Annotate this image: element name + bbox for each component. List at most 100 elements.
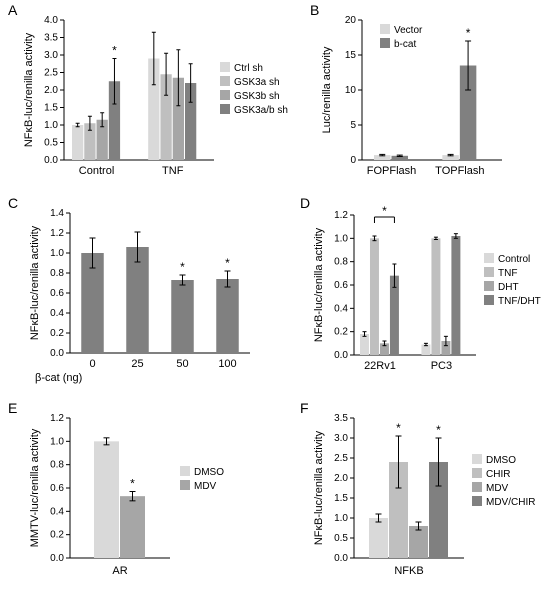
svg-text:22Rv1: 22Rv1 xyxy=(364,360,396,372)
svg-text:3.5: 3.5 xyxy=(44,33,58,44)
svg-text:DHT: DHT xyxy=(498,282,519,293)
svg-text:1.0: 1.0 xyxy=(44,120,58,131)
svg-text:0.5: 0.5 xyxy=(44,138,58,149)
svg-text:0.8: 0.8 xyxy=(334,257,348,268)
svg-text:10: 10 xyxy=(345,85,357,96)
svg-text:0.4: 0.4 xyxy=(50,308,64,319)
svg-text:*: * xyxy=(112,44,117,58)
svg-text:*: * xyxy=(436,423,441,437)
svg-text:b-cat: b-cat xyxy=(394,39,416,50)
svg-text:MMTV-luc/renilla activity: MMTV-luc/renilla activity xyxy=(29,428,41,547)
svg-text:AR: AR xyxy=(112,565,127,577)
svg-text:50: 50 xyxy=(176,358,188,370)
svg-text:MDV: MDV xyxy=(486,483,509,494)
svg-text:TOPFlash: TOPFlash xyxy=(435,165,484,177)
svg-text:1.5: 1.5 xyxy=(334,493,348,504)
svg-text:0.0: 0.0 xyxy=(334,350,348,361)
figure: A 0.0 0.5 1.0 1.5 2.0 2.5 3.0 3.5 4.0 NFκB-luc/re… xyxy=(0,0,550,599)
svg-text:*: * xyxy=(180,260,185,274)
svg-text:NFκB-luc/renilla activity: NFκB-luc/renilla activity xyxy=(29,225,41,340)
svg-text:20: 20 xyxy=(345,15,357,26)
svg-text:2.5: 2.5 xyxy=(334,453,348,464)
svg-text:1.4: 1.4 xyxy=(50,208,64,219)
svg-text:0.5: 0.5 xyxy=(334,533,348,544)
svg-text:1.0: 1.0 xyxy=(50,248,64,259)
svg-text:0.6: 0.6 xyxy=(334,280,348,291)
svg-text:*: * xyxy=(396,421,401,435)
svg-text:0.2: 0.2 xyxy=(334,327,348,338)
svg-text:NFκB-luc/renilla activity: NFκB-luc/renilla activity xyxy=(313,227,325,342)
panel-d-chart: 0.0 0.2 0.4 0.6 0.8 1.0 1.2 NFκB-luc/renilla ac… xyxy=(310,205,545,390)
svg-text:DMSO: DMSO xyxy=(194,467,224,478)
panel-c-label: C xyxy=(8,195,18,211)
svg-text:3.5: 3.5 xyxy=(334,413,348,424)
svg-text:0.2: 0.2 xyxy=(50,328,64,339)
svg-text:2.0: 2.0 xyxy=(44,85,58,96)
svg-text:0.4: 0.4 xyxy=(50,506,64,517)
svg-text:2.5: 2.5 xyxy=(44,68,58,79)
svg-text:4.0: 4.0 xyxy=(44,15,58,26)
svg-text:0: 0 xyxy=(350,155,356,166)
svg-text:15: 15 xyxy=(345,50,357,61)
svg-text:1.2: 1.2 xyxy=(50,413,64,424)
panel-a-label: A xyxy=(8,2,17,18)
svg-text:0.4: 0.4 xyxy=(334,303,348,314)
svg-text:25: 25 xyxy=(131,358,143,370)
panel-f-chart: 0.0 0.5 1.0 1.5 2.0 2.5 3.0 3.5 NFκB-luc/renilla… xyxy=(310,410,545,595)
svg-text:TNF: TNF xyxy=(162,165,184,177)
panel-a-chart: 0.0 0.5 1.0 1.5 2.0 2.5 3.0 3.5 4.0 NFκB-luc/reni… xyxy=(20,12,300,187)
svg-text:1.2: 1.2 xyxy=(334,210,348,221)
svg-text:0.2: 0.2 xyxy=(50,530,64,541)
svg-text:TNF: TNF xyxy=(498,268,517,279)
svg-text:DMSO: DMSO xyxy=(486,455,516,466)
svg-text:1.0: 1.0 xyxy=(334,513,348,524)
panel-f-label: F xyxy=(300,400,309,416)
svg-text:Control: Control xyxy=(79,165,114,177)
svg-text:0.0: 0.0 xyxy=(334,553,348,564)
svg-text:Ctrl sh: Ctrl sh xyxy=(234,63,263,74)
svg-text:3.0: 3.0 xyxy=(44,50,58,61)
svg-text:GSK3a/b sh: GSK3a/b sh xyxy=(234,105,288,116)
svg-text:0.6: 0.6 xyxy=(50,288,64,299)
svg-text:2.0: 2.0 xyxy=(334,473,348,484)
svg-text:Luc/renilla activity: Luc/renilla activity xyxy=(321,46,333,133)
panel-d-label: D xyxy=(300,195,310,211)
svg-text:*: * xyxy=(225,256,230,270)
svg-text:GSK3a sh: GSK3a sh xyxy=(234,77,280,88)
svg-text:0: 0 xyxy=(89,358,95,370)
svg-text:0.6: 0.6 xyxy=(50,483,64,494)
panel-b-label: B xyxy=(310,2,319,18)
svg-text:100: 100 xyxy=(218,358,236,370)
svg-text:FOPFlash: FOPFlash xyxy=(367,165,417,177)
svg-text:0.0: 0.0 xyxy=(44,155,58,166)
svg-text:PC3: PC3 xyxy=(431,360,452,372)
svg-text:β-cat (ng): β-cat (ng) xyxy=(35,372,82,384)
svg-text:Vector: Vector xyxy=(394,25,423,36)
svg-text:NFκB-luc/renilla activity: NFκB-luc/renilla activity xyxy=(23,32,35,147)
svg-text:MDV: MDV xyxy=(194,481,217,492)
panel-e-label: E xyxy=(8,400,17,416)
svg-text:0.8: 0.8 xyxy=(50,460,64,471)
svg-text:3.0: 3.0 xyxy=(334,433,348,444)
svg-text:NFκB-luc/renilla activity: NFκB-luc/renilla activity xyxy=(313,430,325,545)
svg-text:1.5: 1.5 xyxy=(44,103,58,114)
svg-text:MDV/CHIR: MDV/CHIR xyxy=(486,497,535,508)
svg-text:0.0: 0.0 xyxy=(50,553,64,564)
svg-text:CHIR: CHIR xyxy=(486,469,510,480)
panel-e-chart: 0.0 0.2 0.4 0.6 0.8 1.0 1.2 MMTV-luc/renilla ac… xyxy=(20,410,280,595)
svg-text:GSK3b sh: GSK3b sh xyxy=(234,91,280,102)
svg-text:*: * xyxy=(466,26,471,40)
svg-text:1.2: 1.2 xyxy=(50,228,64,239)
svg-text:1.0: 1.0 xyxy=(334,233,348,244)
svg-text:*: * xyxy=(382,205,387,218)
svg-text:*: * xyxy=(130,477,135,491)
svg-text:Control: Control xyxy=(498,254,530,265)
panel-c-chart: 0.0 0.2 0.4 0.6 0.8 1.0 1.2 1.4 NFκB-luc/renilla… xyxy=(20,205,280,390)
panel-b-chart: 0 5 10 15 20 Luc/renilla activity FOPFlash * TOP… xyxy=(320,12,545,187)
svg-text:5: 5 xyxy=(350,120,356,131)
svg-text:0.8: 0.8 xyxy=(50,268,64,279)
svg-text:NFKB: NFKB xyxy=(394,565,423,577)
svg-text:0.0: 0.0 xyxy=(50,348,64,359)
svg-text:TNF/DHT: TNF/DHT xyxy=(498,296,541,307)
svg-text:1.0: 1.0 xyxy=(50,436,64,447)
